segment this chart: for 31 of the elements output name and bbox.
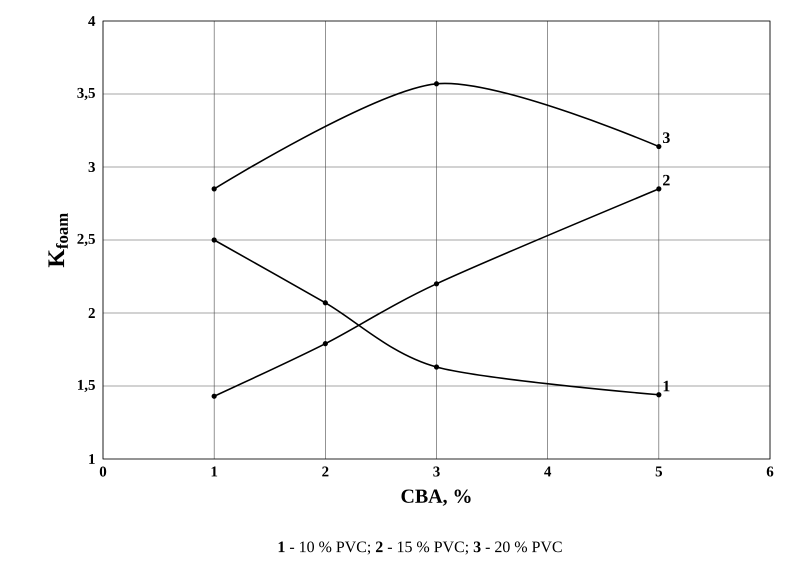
y-tick-label: 1,5 xyxy=(78,380,95,392)
point xyxy=(656,144,662,150)
point xyxy=(322,341,328,346)
series-label: 2 xyxy=(663,174,670,186)
x-tick-label: 0 xyxy=(100,466,106,477)
y-axis-title: K$_{foam}$ xyxy=(48,213,68,268)
series-label: 1 xyxy=(664,380,670,392)
point xyxy=(656,392,662,398)
y-tick-label: 2 xyxy=(88,308,95,318)
y-tick-label: 3,5 xyxy=(77,88,95,100)
y-tick-label: 3 xyxy=(88,162,95,172)
y-tick-label: 2,5 xyxy=(77,234,95,246)
x-axis-title: CBA, % xyxy=(401,489,471,506)
series-label: 3 xyxy=(662,132,670,144)
point xyxy=(212,394,217,399)
point xyxy=(434,364,440,370)
point xyxy=(212,186,217,192)
x-tick-label: 2 xyxy=(322,466,328,476)
point xyxy=(212,237,217,243)
x-tick-label: 4 xyxy=(544,466,552,476)
x-tick-label: 6 xyxy=(766,466,774,477)
text: 1 - 10 % PVC; 2 - 15 % PVC; 3 - 20 % PVC xyxy=(278,541,562,555)
y-tick-label: 1 xyxy=(89,454,95,464)
y-tick-label: 4 xyxy=(88,16,96,26)
point xyxy=(434,281,440,286)
point xyxy=(434,81,440,86)
x-tick-label: 1 xyxy=(212,466,218,476)
x-tick-label: 5 xyxy=(656,466,662,476)
point xyxy=(322,300,328,306)
point xyxy=(656,186,662,192)
x-tick-label: 3 xyxy=(433,466,440,477)
